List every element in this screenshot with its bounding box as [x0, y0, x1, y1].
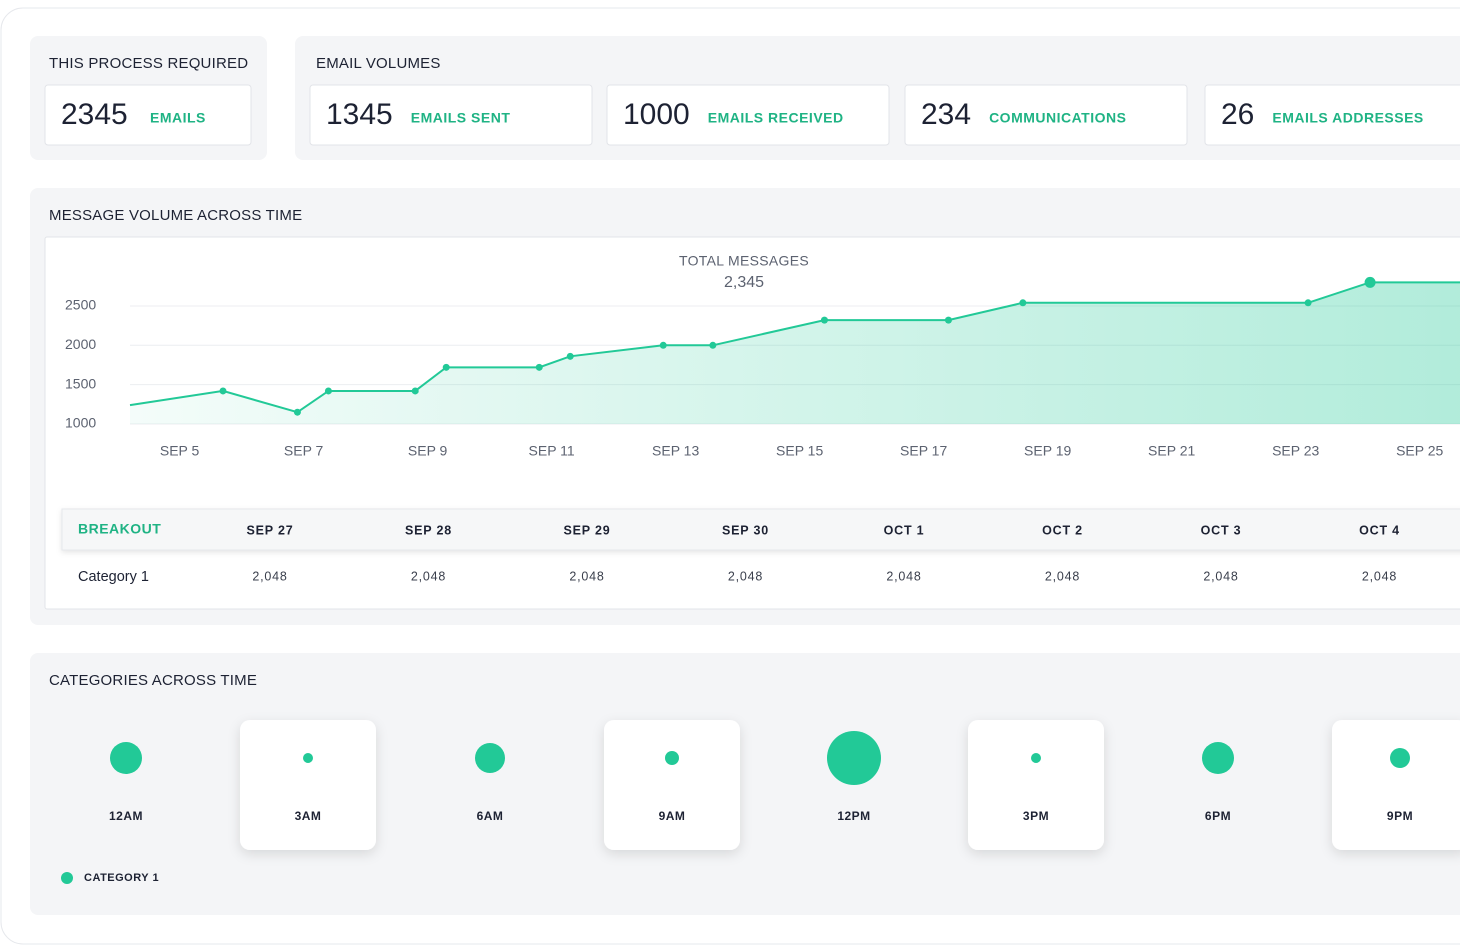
x-tick-label: SEP 21 [1148, 443, 1195, 459]
stat-unit: COMMUNICATIONS [989, 110, 1126, 126]
x-label: 9PM [1387, 809, 1413, 823]
x-tick-label: SEP 5 [160, 443, 200, 459]
x-tick-label: SEP 15 [776, 443, 823, 459]
legend-label: CATEGORY 1 [84, 872, 159, 884]
chart-subtitle: TOTAL MESSAGES [679, 253, 809, 269]
slot-card [240, 720, 376, 850]
stat-unit: EMAILS [150, 110, 206, 126]
x-tick-label: SEP 17 [900, 443, 947, 459]
point [944, 316, 952, 324]
x-tick-label: SEP 11 [529, 443, 575, 459]
slot-card [968, 720, 1104, 850]
cell: 2,048 [1362, 569, 1397, 583]
x-label: 9AM [659, 809, 686, 823]
cell: 2,048 [252, 569, 287, 583]
slot-card [1332, 720, 1460, 850]
column-header: OCT 1 [884, 523, 925, 537]
chart-total: 2,345 [724, 274, 764, 291]
stat-value: 1000 [623, 98, 690, 131]
cell: 2,048 [1045, 569, 1080, 583]
stat-box [606, 84, 890, 146]
point [709, 341, 717, 349]
column-header: SEP 28 [405, 523, 452, 537]
x-tick-label: SEP 7 [284, 443, 324, 459]
stat-value: 1345 [326, 98, 393, 131]
point [219, 387, 227, 395]
table-header [61, 508, 1460, 551]
bubble [1031, 753, 1041, 763]
y-tick-label: 1500 [65, 375, 96, 391]
x-label: 6AM [477, 809, 504, 823]
card-title: EMAIL VOLUMES [316, 55, 441, 72]
area [130, 282, 1460, 424]
bubble [827, 731, 881, 785]
point [324, 387, 332, 395]
card [30, 653, 1460, 915]
cell: 2,048 [569, 569, 604, 583]
stat-box [904, 84, 1188, 146]
point [820, 316, 828, 324]
stat-unit: EMAILS SENT [411, 110, 511, 126]
point [442, 363, 450, 371]
x-tick-label: SEP 25 [1396, 443, 1443, 459]
y-tick-label: 2000 [65, 336, 96, 352]
stat-unit: EMAILS RECEIVED [708, 110, 844, 126]
card-title: MESSAGE VOLUME ACROSS TIME [49, 207, 302, 224]
table-header-label: BREAKOUT [78, 521, 161, 537]
stat-box [44, 84, 252, 146]
line [129, 281, 1460, 414]
x-label: 12AM [109, 809, 143, 823]
stat-unit: EMAILS ADDRESSES [1272, 110, 1423, 126]
x-tick-label: SEP 23 [1272, 443, 1319, 459]
stat-value: 26 [1221, 98, 1254, 131]
column-header: OCT 3 [1201, 523, 1242, 537]
point [411, 387, 419, 395]
bubble [303, 753, 313, 763]
y-tick-label: 2500 [65, 297, 96, 313]
cell: 2,048 [1203, 569, 1238, 583]
legend-swatch [61, 872, 73, 884]
column-header: SEP 29 [564, 523, 611, 537]
row-label: Category 1 [78, 569, 149, 585]
point [566, 352, 574, 360]
x-tick-label: SEP 19 [1024, 443, 1071, 459]
point [1364, 276, 1376, 288]
cell: 2,048 [886, 569, 921, 583]
y-tick-label: 1000 [65, 415, 96, 431]
card-title: CATEGORIES ACROSS TIME [49, 672, 257, 689]
x-label: 3PM [1023, 809, 1049, 823]
point [1019, 299, 1027, 307]
point [659, 341, 667, 349]
x-tick-label: SEP 9 [408, 443, 448, 459]
card-title: THIS PROCESS REQUIRED [49, 55, 248, 72]
stat-value: 234 [921, 98, 971, 131]
cell: 2,048 [728, 569, 763, 583]
stat-value: 2345 [61, 98, 128, 131]
x-label: 6PM [1205, 809, 1231, 823]
column-header: SEP 30 [722, 523, 769, 537]
bubble [110, 742, 142, 774]
x-label: 3AM [295, 809, 322, 823]
bubble [665, 751, 679, 765]
cell: 2,048 [411, 569, 446, 583]
bubble [475, 743, 505, 773]
bubble [1202, 742, 1234, 774]
slot-card [604, 720, 740, 850]
point [535, 363, 543, 371]
column-header: OCT 4 [1359, 523, 1400, 537]
bubble [1390, 748, 1410, 768]
x-tick-label: SEP 13 [652, 443, 699, 459]
stat-box [309, 84, 593, 146]
point [1304, 299, 1312, 307]
x-label: 12PM [837, 809, 870, 823]
point [293, 408, 301, 416]
column-header: SEP 27 [247, 523, 294, 537]
column-header: OCT 2 [1042, 523, 1083, 537]
stat-box [1204, 84, 1460, 146]
